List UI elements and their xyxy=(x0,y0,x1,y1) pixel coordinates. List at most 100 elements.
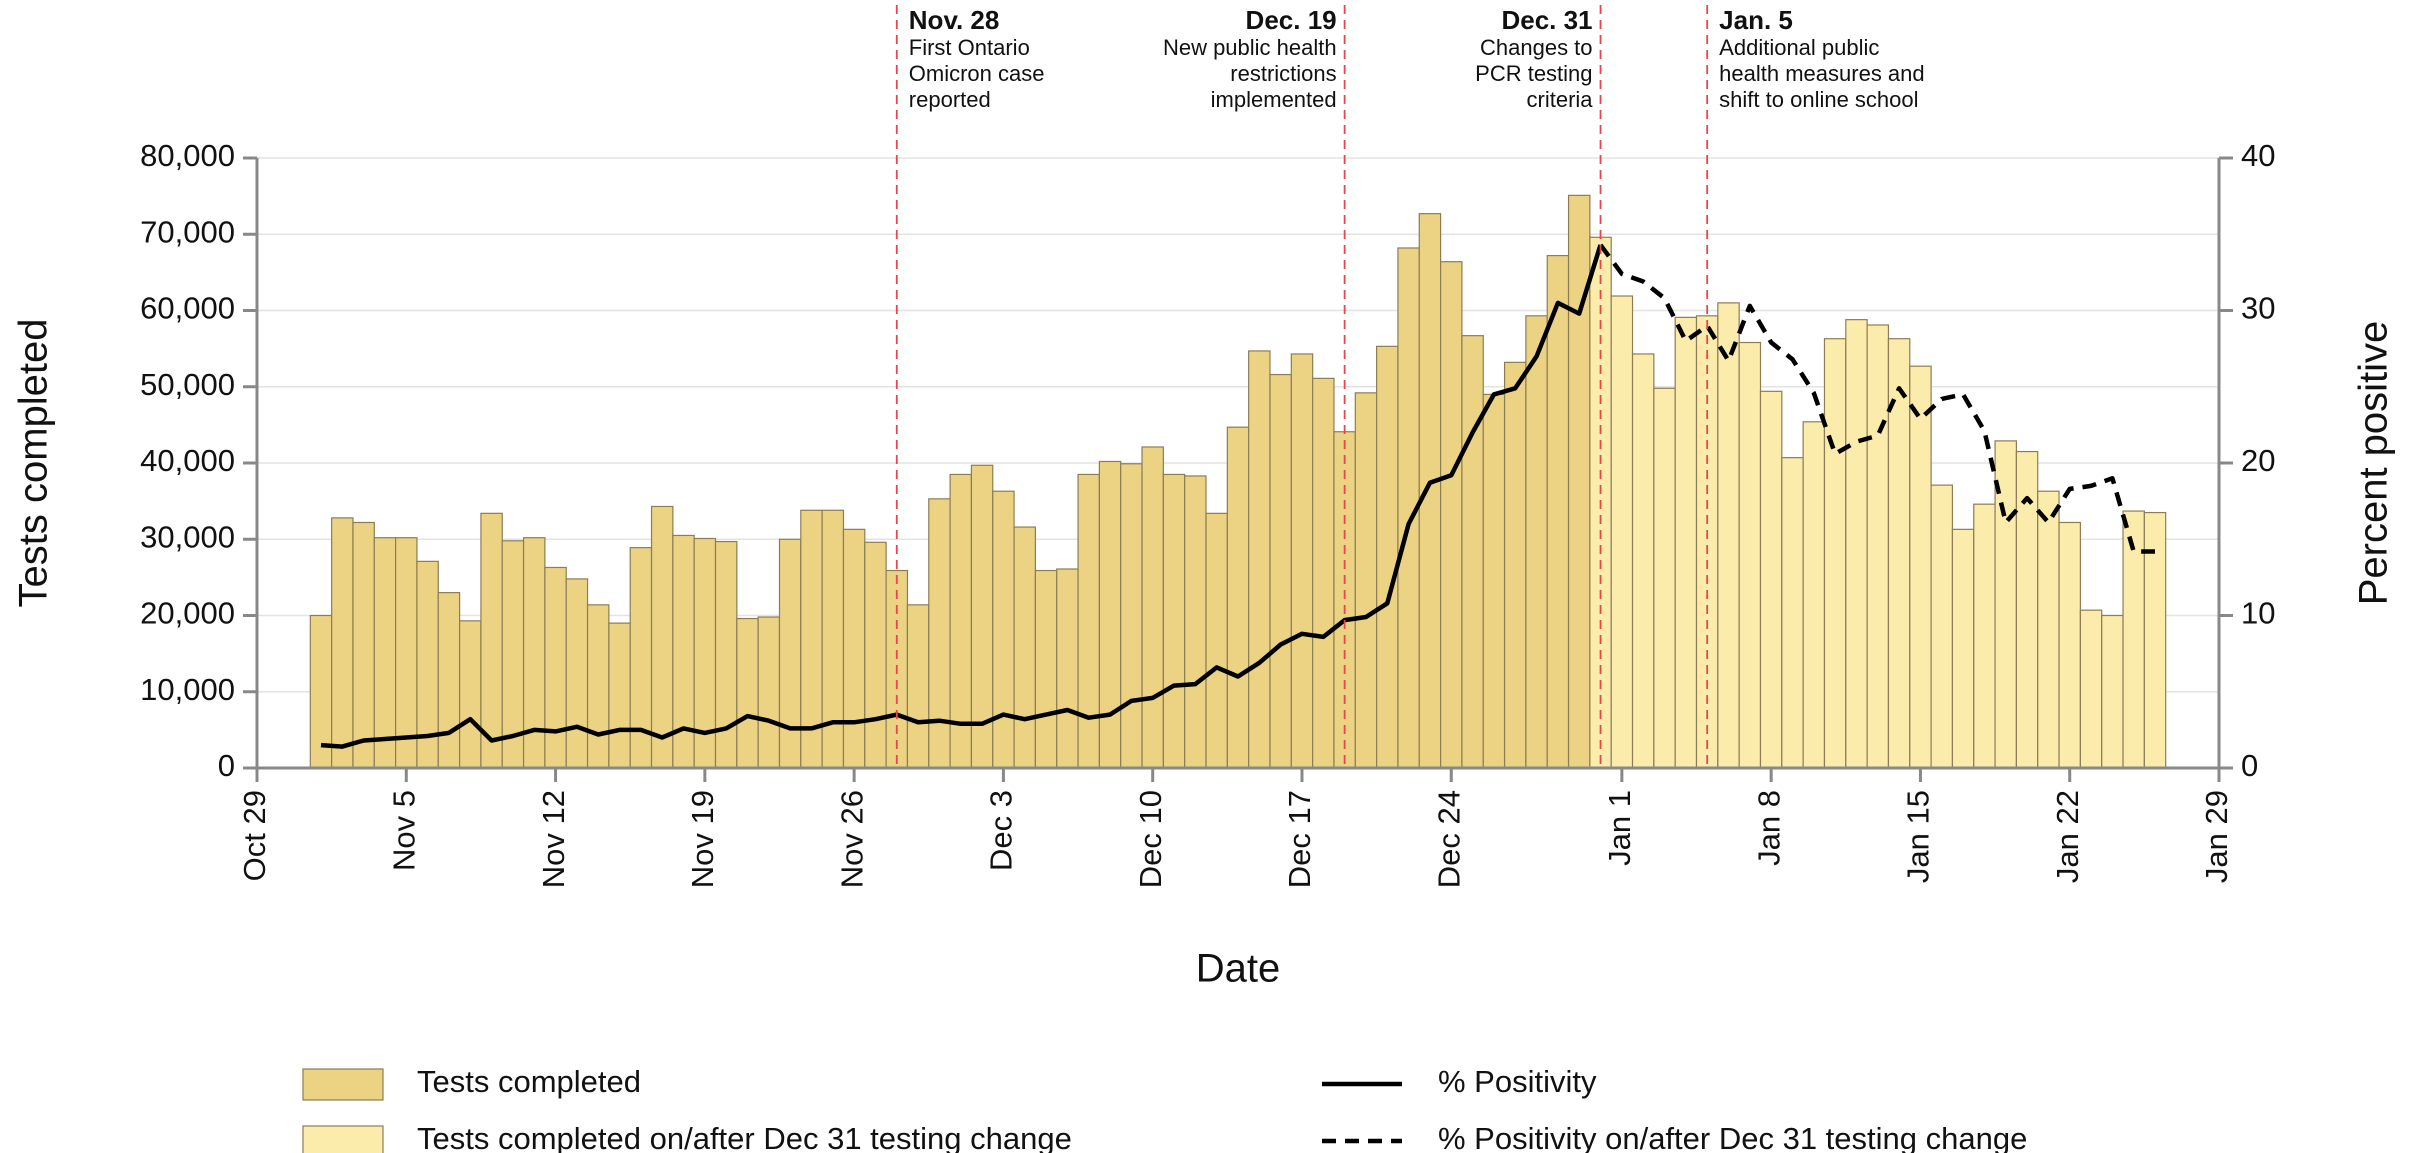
bar xyxy=(1034,569,1058,769)
annotation-text: shift to online school xyxy=(1719,87,1918,112)
bar xyxy=(1269,373,1292,769)
y2-tick-label: 10 xyxy=(2241,596,2275,631)
x-tick-label: Jan 1 xyxy=(1602,790,1637,866)
y-tick-label: 80,000 xyxy=(140,138,235,173)
x-tick-label: Nov 5 xyxy=(386,790,421,871)
annotation-text: New public health xyxy=(1163,35,1337,60)
bar xyxy=(1418,213,1442,769)
x-axis-title: Date xyxy=(1196,947,1281,991)
bar xyxy=(480,512,503,769)
legend-swatch xyxy=(302,1068,384,1101)
annotation-text: Omicron case xyxy=(909,61,1045,86)
bar xyxy=(1482,393,1506,769)
bar xyxy=(1909,365,1932,769)
bar xyxy=(928,498,951,769)
bar xyxy=(352,521,375,769)
bar xyxy=(395,537,418,769)
y2-tick-label: 20 xyxy=(2241,443,2275,478)
legend-label: Tests completed on/after Dec 31 testing … xyxy=(417,1121,1072,1153)
bar xyxy=(2037,490,2060,769)
y-tick-label: 30,000 xyxy=(140,519,235,554)
bar xyxy=(1141,446,1164,769)
bar xyxy=(1610,295,1634,769)
y2-tick-label: 40 xyxy=(2241,138,2275,173)
x-tick-label: Oct 29 xyxy=(237,790,272,881)
y-tick-label: 60,000 xyxy=(140,291,235,326)
x-tick-label: Dec 24 xyxy=(1431,790,1466,888)
bar xyxy=(1077,473,1100,769)
bar xyxy=(2058,521,2081,769)
y2-tick-label: 0 xyxy=(2241,748,2258,783)
x-tick-label: Dec 17 xyxy=(1282,790,1317,888)
bar xyxy=(1631,353,1655,769)
y-tick-label: 10,000 xyxy=(140,672,235,707)
bar xyxy=(1439,261,1463,769)
annotation-text: health measures and xyxy=(1719,61,1924,86)
bar xyxy=(1759,390,1783,769)
bar xyxy=(1567,194,1591,769)
bar xyxy=(1205,512,1228,769)
x-tick-label: Jan 15 xyxy=(1901,790,1936,883)
y-tick-label: 40,000 xyxy=(140,443,235,478)
bar xyxy=(1866,324,1890,769)
bar xyxy=(906,604,930,769)
annotation-text: First Ontario xyxy=(909,35,1030,60)
bar xyxy=(1312,377,1335,769)
annotation-text: Changes to xyxy=(1480,35,1593,60)
bar xyxy=(1461,335,1484,769)
annotation-title: Dec. 19 xyxy=(1246,5,1337,35)
bar xyxy=(1056,568,1079,769)
line xyxy=(320,244,1603,749)
x-tick-label: Jan 22 xyxy=(2050,790,2085,883)
bar xyxy=(1013,526,1037,769)
bar xyxy=(1823,338,1847,769)
bar xyxy=(629,547,653,769)
bar xyxy=(458,620,482,769)
bar xyxy=(2101,614,2124,769)
bar xyxy=(544,566,567,769)
bar xyxy=(437,592,461,769)
y-tick-label: 0 xyxy=(218,748,235,783)
bar xyxy=(650,505,674,769)
annotation-text: PCR testing xyxy=(1475,61,1592,86)
bar xyxy=(331,517,354,769)
annotation-text: restrictions xyxy=(1230,61,1336,86)
annotation-title: Dec. 31 xyxy=(1501,5,1592,35)
bar xyxy=(1930,484,1954,769)
y2-axis-title: Percent positive xyxy=(2352,321,2396,606)
bar xyxy=(842,528,866,769)
bar xyxy=(373,537,397,769)
legend-label: % Positivity xyxy=(1438,1064,1597,1099)
bar xyxy=(1162,473,1186,769)
bar xyxy=(1781,457,1804,769)
bar xyxy=(1184,475,1207,769)
x-tick-label: Nov 12 xyxy=(536,790,571,888)
annotation-text: Additional public xyxy=(1719,35,1879,60)
bar xyxy=(821,509,845,769)
y-axis-title: Tests completed xyxy=(12,318,56,607)
bar xyxy=(1845,319,1868,769)
y-tick-label: 70,000 xyxy=(140,214,235,249)
bar xyxy=(1674,316,1698,769)
bar xyxy=(1120,463,1143,769)
annotation-text: reported xyxy=(909,87,991,112)
bar xyxy=(565,578,589,769)
x-tick-label: Dec 10 xyxy=(1133,790,1168,888)
bar xyxy=(1951,528,1975,769)
bar xyxy=(714,540,738,769)
bar xyxy=(1290,353,1314,769)
annotation-title: Nov. 28 xyxy=(909,5,1000,35)
bar xyxy=(1738,341,1762,769)
bar xyxy=(586,604,610,769)
bar xyxy=(1525,315,1548,769)
legend-label: % Positivity on/after Dec 31 testing cha… xyxy=(1438,1121,2027,1153)
annotation-title: Jan. 5 xyxy=(1719,5,1793,35)
bar xyxy=(1653,387,1676,769)
bar xyxy=(1098,460,1122,769)
x-tick-label: Dec 3 xyxy=(984,790,1019,871)
annotation-text: implemented xyxy=(1211,87,1337,112)
x-tick-label: Jan 8 xyxy=(1751,790,1786,866)
bar xyxy=(608,622,631,769)
bar xyxy=(1226,426,1250,769)
x-tick-label: Jan 29 xyxy=(2199,790,2234,883)
